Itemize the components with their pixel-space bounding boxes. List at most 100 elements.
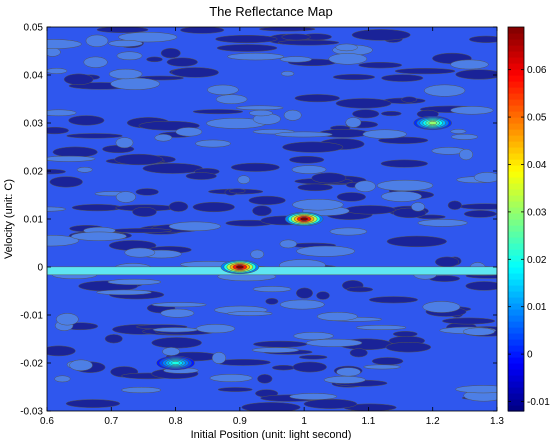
- colorbar-segment: [508, 285, 524, 292]
- x-tick-label: 1.2: [426, 416, 440, 427]
- colorbar-segment: [508, 249, 524, 256]
- plot-area: [47, 27, 497, 411]
- low-value-patch: [248, 195, 286, 205]
- colorbar-segment: [508, 189, 524, 196]
- mid-value-patch: [363, 364, 401, 370]
- low-value-patch: [66, 133, 123, 139]
- mid-value-patch: [328, 53, 368, 65]
- colorbar-segment: [508, 99, 524, 106]
- colorbar-segment: [508, 351, 524, 358]
- low-value-patch: [166, 57, 198, 67]
- low-value-patch: [297, 183, 333, 192]
- mid-value-patch: [417, 219, 468, 227]
- colorbar-segment: [508, 141, 524, 148]
- mid-value-patch: [160, 308, 195, 318]
- low-value-patch: [47, 169, 66, 175]
- low-value-patch: [316, 291, 330, 300]
- mid-value-patch: [152, 327, 199, 333]
- colorbar-segment: [508, 333, 524, 340]
- y-tick-label: 0.05: [24, 23, 44, 34]
- colorbar-segment: [508, 393, 524, 400]
- low-value-patch: [185, 172, 217, 180]
- colorbar-segment: [508, 399, 524, 406]
- low-value-patch: [52, 146, 98, 158]
- mid-value-patch: [281, 70, 295, 77]
- colorbar-segment: [508, 225, 524, 232]
- colorbar-segment: [508, 27, 524, 34]
- low-value-patch: [68, 115, 105, 126]
- mid-value-patch: [237, 175, 251, 185]
- colorbar-segment: [508, 147, 524, 154]
- mid-value-patch: [124, 247, 156, 258]
- colorbar-segment: [508, 237, 524, 244]
- mid-value-patch: [96, 289, 152, 296]
- mid-value-patch: [323, 376, 366, 384]
- mid-value-patch: [450, 59, 489, 70]
- y-axis-label: Velocity (unit: C): [3, 179, 15, 259]
- low-value-patch: [349, 348, 368, 358]
- low-value-patch: [311, 172, 347, 184]
- mid-value-patch: [47, 39, 82, 49]
- peak: [156, 355, 195, 371]
- low-value-patch: [160, 48, 181, 59]
- mid-value-patch: [115, 191, 137, 203]
- mid-value-patch: [151, 302, 207, 308]
- colorbar-segment: [508, 111, 524, 118]
- colorbar-segment: [508, 165, 524, 172]
- colorbar-tick-label: -0.01: [527, 397, 550, 408]
- mid-value-patch: [211, 351, 227, 364]
- x-axis-label: Initial Position (unit: light second): [191, 429, 352, 440]
- axes: 0.6 0.7 0.8 0.9 1 1.1 1.2 1.3 -0.03 -0.02 -0.01 0 0.…: [20, 23, 504, 428]
- low-value-patch: [230, 162, 280, 172]
- colorbar-segment: [508, 213, 524, 220]
- low-value-patch: [455, 69, 497, 80]
- mid-value-patch: [47, 206, 66, 212]
- y-tick-label: -0.03: [20, 407, 43, 418]
- colorbar-segment: [508, 63, 524, 70]
- mid-value-patch: [252, 286, 292, 293]
- ridge-band: [47, 266, 497, 276]
- mid-value-patch: [423, 84, 466, 97]
- mid-value-patch: [336, 367, 361, 377]
- low-value-patch: [252, 205, 272, 217]
- colorbar-segment: [508, 255, 524, 262]
- colorbar-frame: [507, 26, 525, 412]
- mid-value-patch: [329, 227, 368, 236]
- mid-value-patch: [293, 332, 334, 340]
- mid-value-patch: [296, 245, 355, 257]
- mid-value-patch: [47, 235, 80, 247]
- mid-value-patch: [69, 359, 93, 371]
- mid-value-patch: [115, 137, 134, 149]
- colorbar: -0.01 0 0.01 0.02 0.03 0.04 0.05 0.06: [507, 26, 550, 412]
- low-value-patch: [217, 387, 253, 392]
- low-value-patch: [180, 27, 225, 34]
- mid-value-patch: [195, 139, 231, 148]
- low-value-patch: [381, 111, 402, 117]
- mid-value-patch: [56, 313, 79, 326]
- mid-value-patch: [354, 180, 376, 192]
- colorbar-tick-label: 0.02: [527, 255, 547, 266]
- low-value-patch: [459, 203, 497, 210]
- mid-value-patch: [283, 109, 302, 121]
- low-value-patch: [168, 201, 189, 212]
- mid-value-patch: [274, 131, 333, 138]
- mid-value-patch: [47, 155, 96, 162]
- colorbar-segment: [508, 381, 524, 388]
- mid-value-patch: [381, 191, 422, 202]
- colorbar-segment: [508, 267, 524, 274]
- colorbar-segment: [508, 327, 524, 334]
- mid-value-patch: [121, 386, 162, 394]
- mid-value-patch: [83, 56, 108, 68]
- colorbar-segment: [508, 81, 524, 88]
- colorbar-segment: [508, 291, 524, 298]
- mid-value-patch: [116, 51, 143, 61]
- low-value-patch: [294, 94, 340, 103]
- low-value-patch: [65, 399, 121, 408]
- x-tick-label: 0.7: [104, 416, 118, 427]
- low-value-patch: [277, 39, 340, 46]
- colorbar-segment: [508, 309, 524, 316]
- mid-value-patch: [85, 34, 109, 47]
- mid-value-patch: [279, 299, 325, 310]
- colorbar-segment: [508, 117, 524, 124]
- low-value-patch: [469, 35, 497, 43]
